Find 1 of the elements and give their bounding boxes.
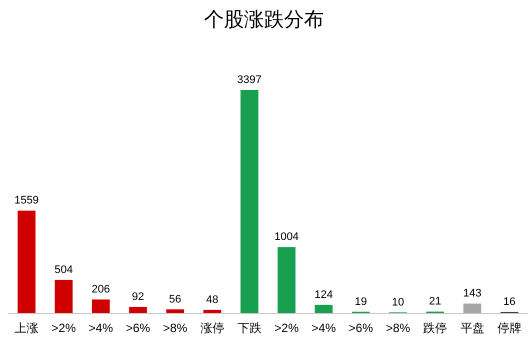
title: 个股涨跌分布 xyxy=(204,7,324,31)
